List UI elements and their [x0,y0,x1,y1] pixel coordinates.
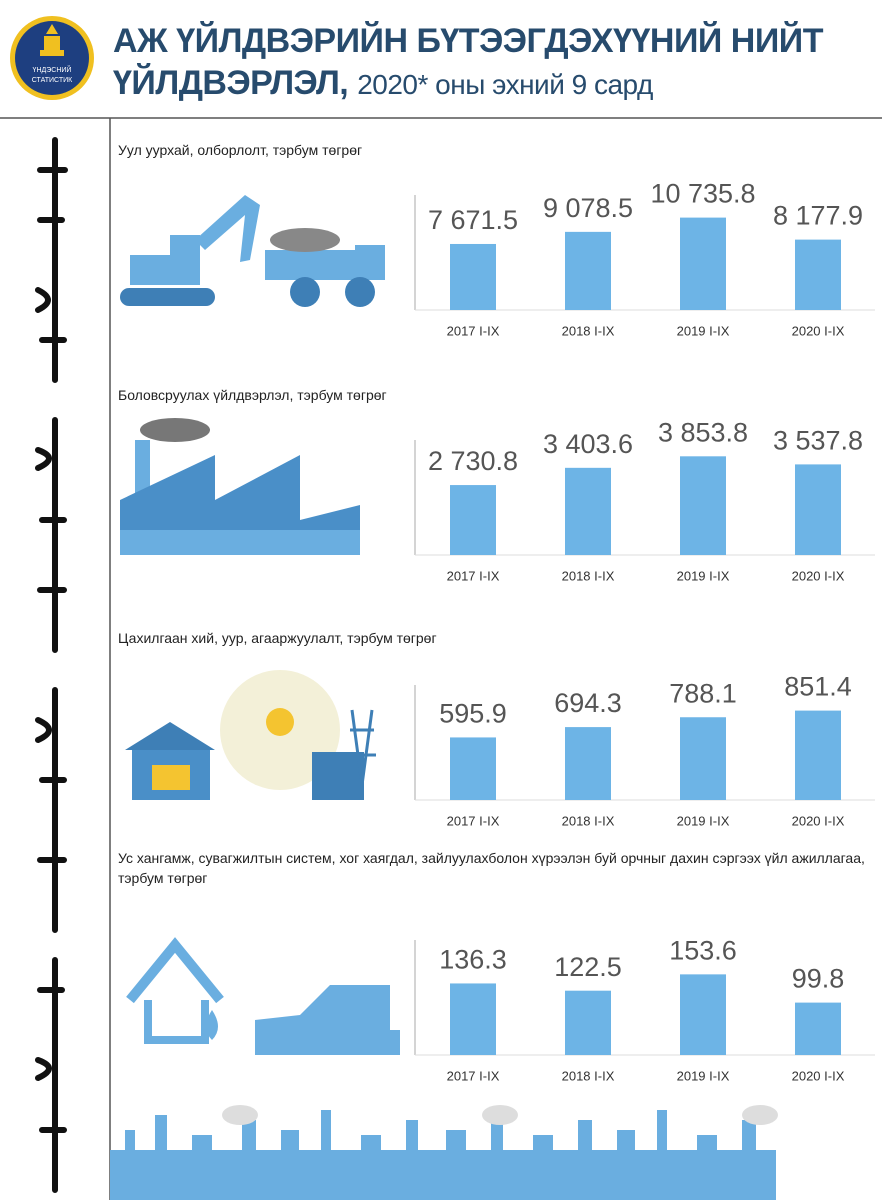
value-label: 595.9 [439,699,507,729]
x-tick-label: 2019 I-IX [677,568,730,583]
x-tick-label: 2020 I-IX [792,323,845,338]
x-tick-label: 2017 I-IX [447,813,500,828]
logo-text: ҮНДЭСНИЙ [33,65,72,74]
value-label: 788.1 [669,678,737,708]
logo: ҮНДЭСНИЙ СТАТИСТИК [10,16,94,100]
x-tick-label: 2020 I-IX [792,568,845,583]
x-tick-label: 2019 I-IX [677,813,730,828]
value-label: 3 403.6 [543,429,633,459]
value-label: 153.6 [669,935,737,965]
bar [450,243,496,310]
bar [450,983,496,1055]
bar [680,717,726,800]
value-label: 3 537.8 [773,426,863,456]
title-line: ҮЙЛДВЭРЛЭЛ, [113,64,349,102]
bar [795,710,841,800]
value-label: 2 730.8 [428,446,518,476]
value-label: 136.3 [439,945,507,975]
bar [450,485,496,555]
value-label: 3 853.8 [658,417,748,447]
bar [680,974,726,1055]
bar [795,239,841,310]
x-tick-label: 2018 I-IX [562,1068,615,1083]
bar [565,727,611,800]
subtitle: 2020* оны эхний 9 сард [357,69,653,100]
vertical-script [35,137,68,1193]
title-line-group: ҮЙЛДВЭРЛЭЛ, 2020* оны эхний 9 сард [113,64,653,103]
x-tick-label: 2019 I-IX [677,323,730,338]
x-tick-label: 2017 I-IX [447,1068,500,1083]
chart-title: Боловсруулах үйлдвэрлэл, тэрбум төгрөг [118,387,387,403]
title-line: АЖ ҮЙЛДВЭРИЙН БҮТЭЭГДЭХҮҮНИЙ НИЙТ [113,22,824,60]
value-label: 851.4 [784,672,852,702]
value-label: 694.3 [554,688,622,718]
value-label: 9 078.5 [543,193,633,223]
factory-illustration [120,418,360,555]
x-tick-label: 2017 I-IX [447,323,500,338]
x-tick-label: 2019 I-IX [677,1068,730,1083]
chart-title: Уул уурхай, олборлолт, тэрбум төгрөг [118,142,363,158]
bar [450,737,496,800]
x-tick-label: 2018 I-IX [562,813,615,828]
mining-illustration [120,195,385,307]
water-illustration [126,937,400,1055]
bar [680,456,726,555]
value-label: 8 177.9 [773,201,863,231]
bar [795,1002,841,1055]
x-tick-label: 2020 I-IX [792,813,845,828]
x-tick-label: 2018 I-IX [562,323,615,338]
bar [565,990,611,1055]
x-tick-label: 2017 I-IX [447,568,500,583]
chart-title: Ус хангамж, сувагжилтын систем, хог хаяг… [118,850,865,886]
value-label: 7 671.5 [428,205,518,235]
skyline [110,1105,778,1200]
value-label: 99.8 [792,964,845,994]
value-label: 122.5 [554,952,622,982]
x-tick-label: 2018 I-IX [562,568,615,583]
bar [680,217,726,310]
bar [565,231,611,310]
bar [795,464,841,555]
chart-title: Цахилгаан хий, уур, агааржуулалт, тэрбум… [118,630,437,646]
bar [565,467,611,555]
value-label: 10 735.8 [650,179,755,209]
energy-illustration [125,670,376,800]
logo-text: СТАТИСТИК [32,77,73,84]
x-tick-label: 2020 I-IX [792,1068,845,1083]
